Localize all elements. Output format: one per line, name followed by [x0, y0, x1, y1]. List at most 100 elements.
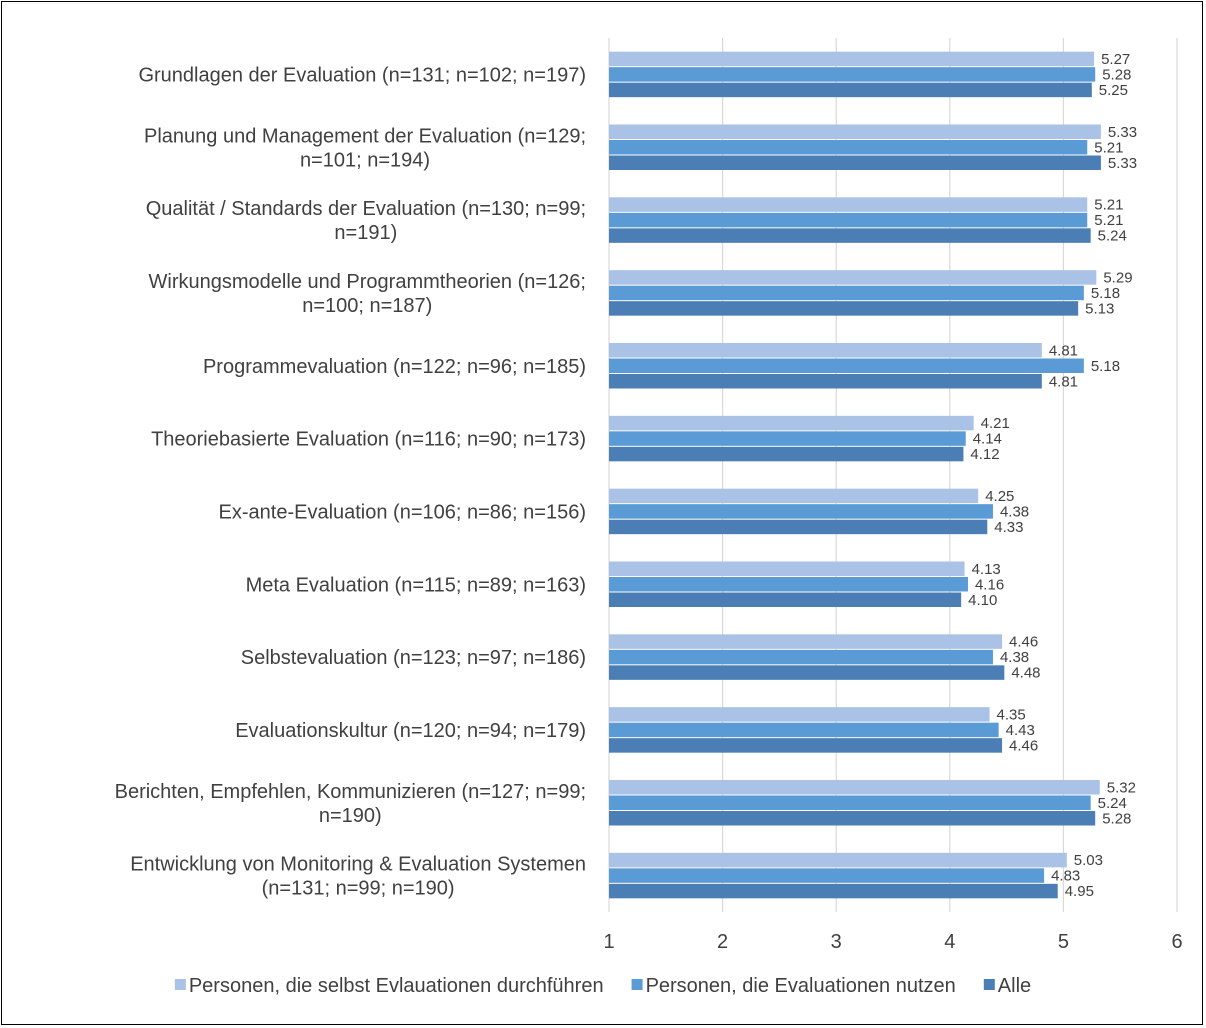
x-tick-label: 2 — [717, 931, 728, 953]
bar — [609, 852, 1067, 868]
data-label: 4.38 — [1000, 503, 1029, 520]
x-tick-label: 6 — [1171, 931, 1182, 953]
bar — [609, 140, 1088, 155]
value-labels: 5.275.285.255.335.215.335.215.215.245.29… — [968, 51, 1137, 900]
data-label: 5.32 — [1107, 779, 1136, 796]
data-label: 4.48 — [1011, 665, 1040, 682]
data-label: 4.81 — [1049, 342, 1078, 359]
data-label: 5.03 — [1074, 852, 1103, 869]
bar — [609, 883, 1058, 899]
legend: Personen, die selbst Evlauationen durchf… — [174, 975, 1031, 997]
bar — [609, 504, 993, 519]
data-label: 5.18 — [1091, 285, 1120, 302]
bar — [609, 285, 1084, 301]
bar — [609, 374, 1042, 389]
data-label: 5.33 — [1108, 124, 1137, 141]
category-label: Theoriebasierte Evaluation (n=116; n=90;… — [151, 429, 586, 451]
bar — [609, 634, 1003, 649]
data-label: 4.43 — [1006, 722, 1035, 739]
legend-entry: Personen, die selbst Evlauationen durchf… — [189, 975, 604, 997]
data-label: 5.21 — [1094, 212, 1123, 229]
data-label: 5.21 — [1094, 139, 1123, 156]
legend-swatch — [983, 979, 995, 990]
legend-swatch — [174, 979, 186, 990]
data-label: 4.46 — [1009, 634, 1038, 651]
category-label: Berichten, Empfehlen, Kommunizieren (n=1… — [115, 781, 586, 827]
category-label: Entwicklung von Monitoring & Evaluation … — [130, 854, 586, 900]
category-label: Meta Evaluation (n=115; n=89; n=163) — [246, 574, 586, 596]
legend-swatch — [631, 979, 643, 990]
gridlines — [608, 38, 1178, 912]
data-label: 4.13 — [972, 561, 1001, 578]
category-label: Selbstevaluation (n=123; n=97; n=186) — [241, 647, 586, 669]
category-label: Planung und Management der Evaluation (n… — [144, 125, 586, 171]
data-label: 5.18 — [1091, 358, 1120, 375]
bar — [609, 488, 979, 504]
data-label: 4.83 — [1051, 868, 1080, 885]
bar — [609, 197, 1088, 212]
bar — [609, 343, 1042, 358]
data-label: 5.21 — [1094, 197, 1123, 214]
data-label: 5.13 — [1085, 300, 1114, 317]
category-label: Grundlagen der Evaluation (n=131; n=102;… — [138, 64, 586, 86]
data-label: 4.46 — [1009, 737, 1038, 754]
category-label: Qualität / Standards der Evaluation (n=1… — [146, 198, 586, 244]
bar — [609, 868, 1045, 883]
data-label: 4.25 — [985, 488, 1014, 505]
bar — [609, 270, 1097, 285]
bars — [609, 51, 1101, 899]
bar — [609, 431, 966, 446]
category-labels: Grundlagen der Evaluation (n=131; n=102;… — [115, 64, 586, 899]
legend-entry: Alle — [998, 975, 1031, 997]
x-tick-label: 1 — [603, 931, 614, 953]
bar — [609, 592, 962, 607]
category-label: Ex-ante-Evaluation (n=106; n=86; n=156) — [219, 501, 586, 523]
data-label: 4.12 — [970, 446, 999, 463]
data-label: 5.28 — [1102, 66, 1131, 83]
bar — [609, 358, 1084, 373]
data-label: 5.28 — [1102, 810, 1131, 827]
x-tick-label: 4 — [944, 931, 955, 953]
legend-entry: Personen, die Evaluationen nutzen — [646, 975, 956, 997]
bar — [609, 707, 990, 722]
data-label: 4.16 — [975, 576, 1004, 593]
bar — [609, 301, 1079, 316]
data-label: 4.81 — [1049, 373, 1078, 390]
data-label: 4.33 — [994, 519, 1023, 536]
data-label: 4.10 — [968, 592, 997, 609]
data-label: 5.25 — [1099, 82, 1128, 99]
x-axis-tick-labels: 1 2 3 4 5 6 — [603, 931, 1182, 953]
data-label: 5.33 — [1108, 155, 1137, 172]
data-label: 4.35 — [997, 706, 1026, 723]
bar — [609, 649, 993, 665]
bar — [609, 212, 1088, 228]
bar — [609, 228, 1091, 243]
bar — [609, 124, 1101, 139]
bar — [609, 51, 1095, 67]
data-label: 5.24 — [1098, 228, 1127, 245]
bar — [609, 446, 964, 462]
data-label: 5.29 — [1103, 269, 1132, 286]
bar — [609, 561, 965, 576]
bar — [609, 811, 1096, 826]
data-label: 5.27 — [1101, 51, 1130, 68]
category-label: Programmevaluation (n=122; n=96; n=185) — [203, 356, 586, 378]
data-label: 4.95 — [1065, 883, 1094, 900]
data-label: 4.21 — [981, 415, 1010, 432]
data-label: 4.14 — [973, 431, 1002, 448]
bar — [609, 415, 974, 431]
bar — [609, 82, 1092, 98]
data-label: 5.24 — [1098, 795, 1127, 812]
bar — [609, 738, 1003, 753]
bar — [609, 795, 1091, 810]
bar — [609, 519, 988, 535]
bar — [609, 155, 1101, 170]
bar — [609, 577, 968, 592]
bar — [609, 780, 1100, 795]
bar — [609, 665, 1005, 680]
x-tick-label: 3 — [831, 931, 842, 953]
x-tick-label: 5 — [1058, 931, 1069, 953]
data-label: 4.38 — [1000, 649, 1029, 666]
